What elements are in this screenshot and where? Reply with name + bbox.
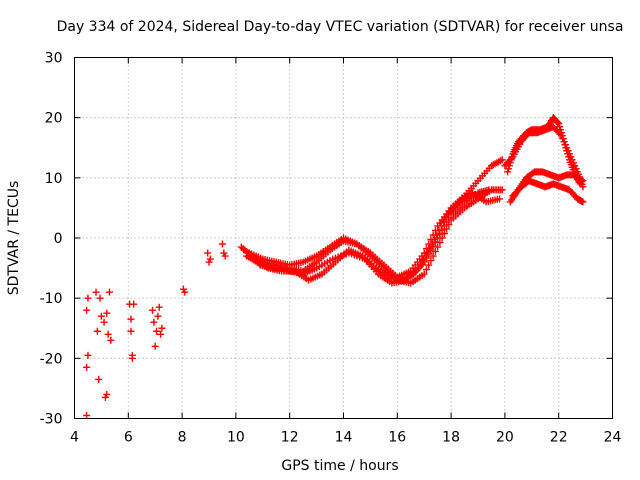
data-point xyxy=(84,351,92,359)
data-point xyxy=(151,342,159,350)
data-point xyxy=(155,303,163,311)
x-axis-label: GPS time / hours xyxy=(281,458,398,474)
y-tick-label: -20 xyxy=(40,351,63,367)
x-tick-label: 20 xyxy=(496,430,514,446)
data-point xyxy=(83,363,91,371)
data-point xyxy=(554,119,562,127)
data-point xyxy=(107,336,115,344)
data-point xyxy=(440,229,448,237)
x-tick-label: 6 xyxy=(124,430,133,446)
data-point xyxy=(496,195,504,203)
data-point xyxy=(218,240,226,248)
y-tick-labels: -30 -20 -10 0 10 20 30 xyxy=(40,51,63,428)
data-point xyxy=(579,198,587,206)
data-point xyxy=(434,243,442,251)
data-point xyxy=(417,260,425,268)
data-points xyxy=(83,114,587,419)
y-tick-label: 30 xyxy=(45,51,63,67)
data-point xyxy=(438,234,446,242)
data-point xyxy=(103,309,111,317)
data-point xyxy=(445,220,453,228)
data-point xyxy=(424,248,432,256)
x-tick-label: 22 xyxy=(550,430,568,446)
data-point xyxy=(439,217,447,225)
data-point xyxy=(431,236,439,244)
y-tick-label: -10 xyxy=(40,291,63,307)
y-tick-label: 20 xyxy=(45,111,63,127)
y-tick-label: 0 xyxy=(54,231,63,247)
data-point xyxy=(96,294,104,302)
data-point xyxy=(83,306,91,314)
x-tick-labels: 4 6 8 10 12 14 16 18 20 22 24 xyxy=(70,430,621,446)
data-point xyxy=(93,327,101,335)
data-point xyxy=(158,324,166,332)
y-axis-label: SDTVAR / TECUs xyxy=(6,181,22,296)
data-point xyxy=(204,249,212,257)
data-point xyxy=(425,261,433,269)
data-point xyxy=(150,318,158,326)
data-point xyxy=(422,266,430,274)
data-point xyxy=(422,252,430,260)
x-tick-label: 24 xyxy=(604,430,622,446)
data-point xyxy=(426,244,434,252)
x-tick-label: 14 xyxy=(335,430,353,446)
data-point xyxy=(127,315,135,323)
data-point xyxy=(436,239,444,247)
data-point xyxy=(221,252,229,260)
data-point xyxy=(97,312,105,320)
x-tick-label: 18 xyxy=(442,430,460,446)
y-tick-label: -30 xyxy=(40,412,63,428)
x-tick-label: 10 xyxy=(227,430,245,446)
data-point xyxy=(429,252,437,260)
x-tick-label: 12 xyxy=(281,430,299,446)
data-point xyxy=(84,294,92,302)
x-tick-label: 8 xyxy=(178,430,187,446)
data-point xyxy=(100,318,108,326)
data-point xyxy=(105,288,113,296)
data-point xyxy=(420,270,428,278)
data-point xyxy=(206,255,214,263)
data-point xyxy=(428,240,436,248)
data-point xyxy=(435,226,443,234)
data-point xyxy=(104,330,112,338)
data-point xyxy=(443,225,451,233)
data-point xyxy=(415,264,423,272)
data-point xyxy=(149,306,157,314)
data-point xyxy=(498,186,506,194)
data-point xyxy=(157,330,165,338)
data-point xyxy=(556,130,564,138)
data-point xyxy=(437,222,445,230)
data-point xyxy=(83,411,91,419)
data-point xyxy=(498,156,506,164)
data-point xyxy=(427,257,435,265)
x-tick-label: 4 xyxy=(70,430,79,446)
data-point xyxy=(95,375,103,383)
data-point xyxy=(127,327,135,335)
axis-ticks xyxy=(74,57,613,419)
data-point xyxy=(431,248,439,256)
data-point xyxy=(101,393,109,401)
x-tick-label: 16 xyxy=(388,430,406,446)
data-point xyxy=(433,231,441,239)
data-point xyxy=(130,300,138,308)
data-point xyxy=(128,354,136,362)
data-point xyxy=(579,183,587,191)
data-point xyxy=(508,154,516,162)
data-point xyxy=(419,256,427,264)
data-point xyxy=(92,288,100,296)
data-point xyxy=(154,312,162,320)
y-tick-label: 10 xyxy=(45,171,63,187)
data-point xyxy=(181,288,189,296)
data-point xyxy=(153,327,161,335)
chart-title: Day 334 of 2024, Sidereal Day-to-day VTE… xyxy=(57,19,624,35)
